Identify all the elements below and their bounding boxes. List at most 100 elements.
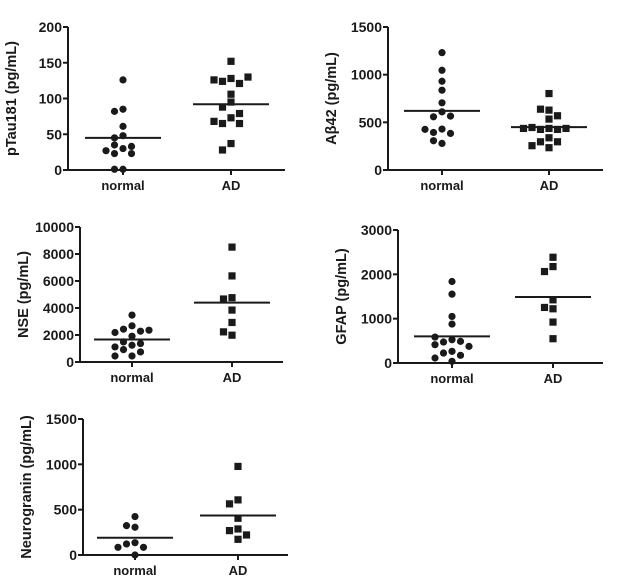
data-point-AD: [228, 331, 236, 339]
y-tick-label: 1000: [351, 67, 382, 83]
data-point-AD: [210, 117, 218, 125]
data-point-AD: [228, 318, 236, 327]
y-tick-label: 150: [39, 55, 63, 71]
data-point-AD: [549, 335, 557, 343]
data-point-normal: [136, 348, 145, 356]
data-point-normal: [128, 332, 136, 340]
data-point-AD: [228, 306, 236, 314]
data-point-normal: [431, 341, 439, 349]
data-point-normal: [119, 144, 127, 153]
y-tick-label: 0: [66, 354, 74, 370]
data-point-normal: [145, 326, 153, 334]
data-point-normal: [119, 76, 127, 84]
x-tick-label: normal: [113, 563, 156, 578]
data-point-normal: [122, 522, 131, 530]
data-point-AD: [218, 103, 227, 111]
x-tick-label: normal: [420, 178, 463, 193]
data-point-AD: [242, 531, 251, 539]
data-point-AD: [219, 328, 228, 336]
data-point-AD: [228, 294, 236, 302]
data-point-AD: [536, 125, 545, 133]
y-tick-label: 1000: [46, 456, 77, 472]
data-point-AD: [227, 98, 235, 106]
data-point-normal: [448, 320, 456, 328]
data-point-AD: [545, 106, 553, 114]
y-tick-label: 3000: [361, 222, 392, 238]
data-point-normal: [128, 322, 136, 330]
y-tick-label: 1500: [46, 411, 77, 427]
data-point-normal: [139, 543, 148, 551]
data-point-AD: [553, 138, 562, 146]
data-point-AD: [545, 144, 553, 152]
data-point-AD: [227, 57, 235, 65]
data-point-normal: [439, 338, 448, 346]
y-axis-label: pTau181 (pg/mL): [4, 41, 20, 156]
data-point-normal: [127, 149, 136, 158]
data-point-normal: [448, 336, 456, 344]
x-tick-label: AD: [222, 178, 241, 193]
data-point-normal: [429, 137, 438, 145]
data-point-AD: [536, 105, 545, 113]
y-axis-label: NSE (pg/mL): [16, 251, 32, 338]
data-point-normal: [136, 339, 145, 348]
data-point-normal: [438, 66, 446, 74]
data-point-AD: [562, 124, 570, 133]
data-point-AD: [234, 514, 242, 522]
data-point-AD: [528, 142, 536, 150]
data-point-normal: [111, 352, 119, 360]
y-tick-label: 2000: [361, 266, 392, 282]
data-point-normal: [114, 543, 122, 551]
data-point-AD: [227, 90, 235, 98]
x-tick-label: AD: [223, 370, 242, 385]
data-point-normal: [136, 327, 145, 335]
data-point-normal: [110, 141, 119, 149]
data-point-AD: [219, 295, 228, 303]
y-tick-label: 2000: [43, 327, 74, 343]
data-point-AD: [225, 500, 234, 508]
data-point-AD: [549, 253, 557, 261]
data-point-normal: [131, 523, 139, 531]
data-point-normal: [448, 277, 456, 286]
chart-panel-0: 0 50 100 150 200 pTau181 (pg/mL) normal AD: [4, 19, 285, 193]
y-tick-label: 6000: [43, 273, 74, 289]
data-point-AD: [234, 535, 242, 543]
data-point-AD: [227, 114, 235, 122]
data-point-normal: [131, 551, 139, 559]
data-point-AD: [234, 525, 242, 533]
data-point-AD: [549, 262, 557, 271]
y-tick-label: 8000: [43, 246, 74, 262]
data-point-AD: [234, 496, 242, 504]
data-point-AD: [545, 89, 553, 98]
data-point-normal: [119, 165, 127, 173]
data-point-AD: [228, 272, 236, 280]
data-point-AD: [227, 74, 235, 83]
data-point-normal: [111, 328, 119, 337]
data-point-AD: [228, 243, 236, 251]
y-tick-label: 500: [359, 114, 383, 130]
chart-panel-1: 0 500 1000 1500 Aβ42 (pg/mL) normal AD: [324, 19, 603, 193]
y-tick-label: 0: [54, 162, 62, 178]
data-point-normal: [438, 139, 446, 148]
chart-panel-4: 0 500 1000 1500 Neurogranin (pg/mL) normal AD: [19, 411, 288, 578]
data-point-AD: [519, 124, 528, 133]
data-point-AD: [218, 146, 227, 154]
data-point-AD: [244, 73, 252, 81]
data-point-normal: [111, 343, 119, 351]
data-point-normal: [119, 346, 128, 354]
data-point-AD: [235, 119, 244, 128]
x-tick-label: AD: [540, 178, 559, 193]
data-point-AD: [545, 124, 553, 133]
data-point-normal: [429, 128, 438, 137]
data-point-normal: [102, 147, 110, 155]
data-point-AD: [545, 115, 553, 123]
data-point-AD: [235, 109, 244, 118]
data-point-normal: [446, 129, 455, 137]
data-point-AD: [210, 76, 218, 84]
y-tick-label: 10000: [35, 219, 74, 235]
data-point-normal: [431, 354, 439, 362]
x-tick-label: normal: [110, 370, 153, 385]
data-point-normal: [448, 290, 456, 298]
data-point-normal: [439, 349, 448, 357]
data-point-normal: [128, 341, 136, 349]
